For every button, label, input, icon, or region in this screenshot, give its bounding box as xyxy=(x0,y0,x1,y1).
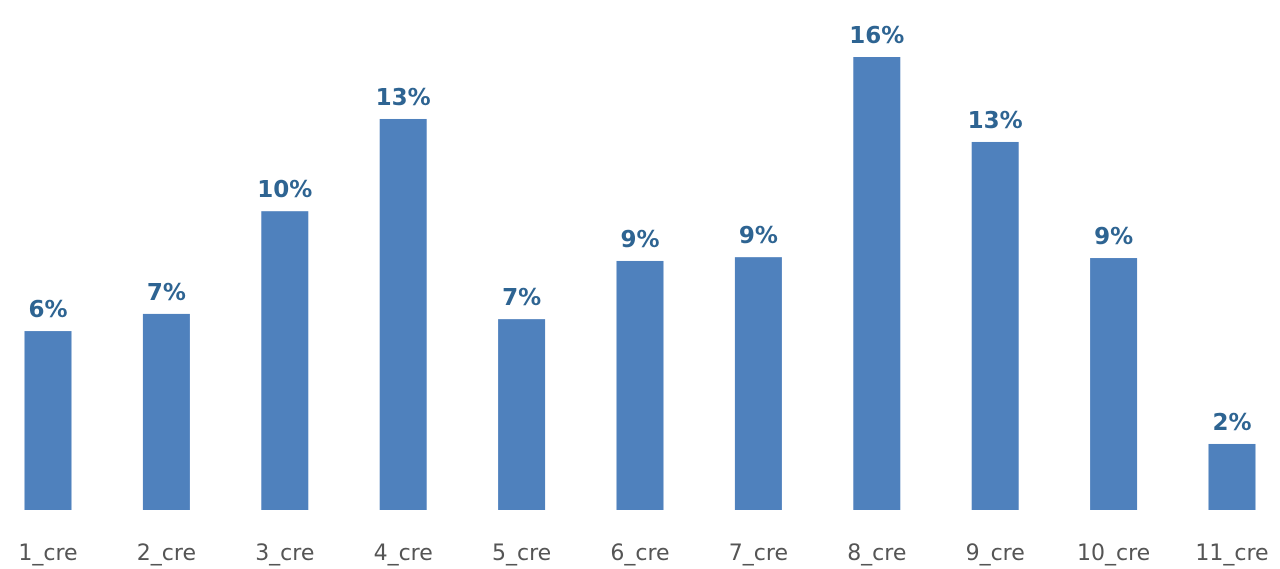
x-tick-label: 5_cre xyxy=(492,541,551,566)
bar xyxy=(498,319,546,510)
x-tick-label: 10_cre xyxy=(1077,541,1150,566)
value-label: 9% xyxy=(1094,224,1133,250)
x-tick-label: 7_cre xyxy=(729,541,788,566)
bar xyxy=(616,260,664,510)
bar xyxy=(1208,443,1256,510)
x-tick-label: 4_cre xyxy=(374,541,433,566)
bar xyxy=(1090,258,1138,510)
value-label: 6% xyxy=(28,297,67,323)
value-label: 16% xyxy=(849,23,904,49)
value-label: 13% xyxy=(376,85,431,111)
value-label: 9% xyxy=(739,223,778,249)
x-tick-label: 9_cre xyxy=(966,541,1025,566)
value-label: 7% xyxy=(147,280,186,306)
value-label: 9% xyxy=(620,227,659,253)
bar xyxy=(853,57,901,510)
bar xyxy=(379,118,427,510)
bar xyxy=(971,141,1019,510)
bar xyxy=(142,313,190,510)
value-label: 10% xyxy=(257,177,312,203)
x-tick-label: 6_cre xyxy=(610,541,669,566)
value-label: 13% xyxy=(968,108,1023,134)
x-tick-label: 1_cre xyxy=(18,541,77,566)
value-label: 2% xyxy=(1212,410,1251,436)
x-tick-label: 2_cre xyxy=(137,541,196,566)
bar xyxy=(734,257,782,510)
bar xyxy=(261,211,309,510)
x-tick-label: 3_cre xyxy=(255,541,314,566)
x-tick-label: 11_cre xyxy=(1195,541,1268,566)
value-label: 7% xyxy=(502,285,541,311)
bar xyxy=(24,331,72,510)
x-tick-label: 8_cre xyxy=(847,541,906,566)
